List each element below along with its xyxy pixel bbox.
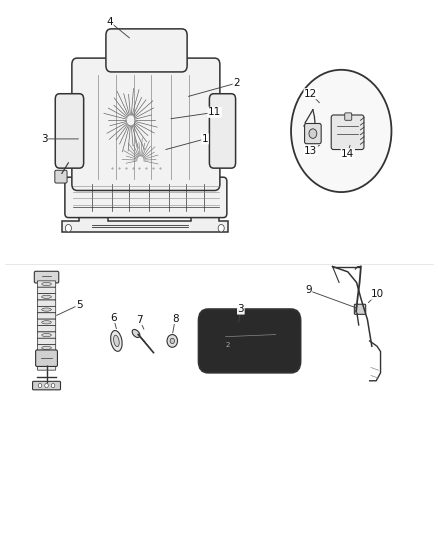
FancyBboxPatch shape [37, 338, 56, 345]
Text: 10: 10 [371, 289, 384, 299]
Text: 4: 4 [106, 17, 113, 27]
FancyBboxPatch shape [37, 294, 56, 300]
Circle shape [170, 338, 174, 344]
Text: 1: 1 [202, 134, 208, 144]
Ellipse shape [42, 321, 51, 324]
Circle shape [309, 129, 317, 139]
Ellipse shape [42, 334, 51, 337]
FancyBboxPatch shape [37, 364, 56, 370]
Circle shape [65, 224, 71, 232]
Text: 8: 8 [172, 313, 179, 324]
Ellipse shape [42, 308, 51, 311]
FancyBboxPatch shape [37, 287, 56, 294]
FancyBboxPatch shape [37, 300, 56, 306]
Text: 3: 3 [237, 304, 244, 314]
Circle shape [218, 224, 224, 232]
FancyBboxPatch shape [37, 351, 56, 358]
FancyBboxPatch shape [354, 304, 366, 314]
Circle shape [167, 335, 177, 348]
Ellipse shape [111, 330, 122, 351]
FancyBboxPatch shape [345, 113, 352, 120]
Text: 12: 12 [304, 88, 317, 99]
Text: 2: 2 [233, 78, 240, 88]
FancyBboxPatch shape [304, 124, 321, 144]
FancyBboxPatch shape [35, 350, 57, 367]
FancyBboxPatch shape [34, 271, 59, 283]
Circle shape [51, 383, 55, 387]
FancyBboxPatch shape [37, 358, 56, 364]
FancyBboxPatch shape [37, 326, 56, 332]
FancyBboxPatch shape [55, 170, 67, 183]
Text: 13: 13 [304, 146, 317, 156]
Text: 9: 9 [305, 286, 312, 295]
Text: 5: 5 [76, 300, 83, 310]
Text: 7: 7 [136, 314, 143, 325]
Ellipse shape [42, 295, 51, 298]
Polygon shape [62, 213, 228, 232]
FancyBboxPatch shape [37, 306, 56, 313]
FancyBboxPatch shape [37, 345, 56, 351]
Circle shape [45, 383, 48, 387]
Ellipse shape [113, 335, 119, 346]
Ellipse shape [42, 282, 51, 286]
Text: 11: 11 [208, 107, 221, 117]
FancyBboxPatch shape [209, 94, 236, 168]
FancyBboxPatch shape [37, 332, 56, 338]
FancyBboxPatch shape [106, 29, 187, 72]
Circle shape [38, 383, 42, 387]
FancyBboxPatch shape [65, 177, 227, 217]
Circle shape [291, 70, 392, 192]
Text: 2: 2 [226, 342, 230, 348]
FancyBboxPatch shape [37, 313, 56, 319]
Ellipse shape [132, 329, 140, 337]
Ellipse shape [42, 346, 51, 350]
FancyBboxPatch shape [55, 94, 84, 168]
Text: 3: 3 [41, 134, 48, 144]
FancyBboxPatch shape [32, 381, 60, 390]
Ellipse shape [42, 359, 51, 362]
Text: 14: 14 [341, 149, 354, 159]
FancyBboxPatch shape [37, 319, 56, 326]
FancyBboxPatch shape [72, 58, 220, 190]
FancyBboxPatch shape [37, 281, 56, 287]
FancyBboxPatch shape [331, 115, 364, 150]
Text: 6: 6 [110, 312, 117, 322]
FancyBboxPatch shape [198, 309, 300, 373]
